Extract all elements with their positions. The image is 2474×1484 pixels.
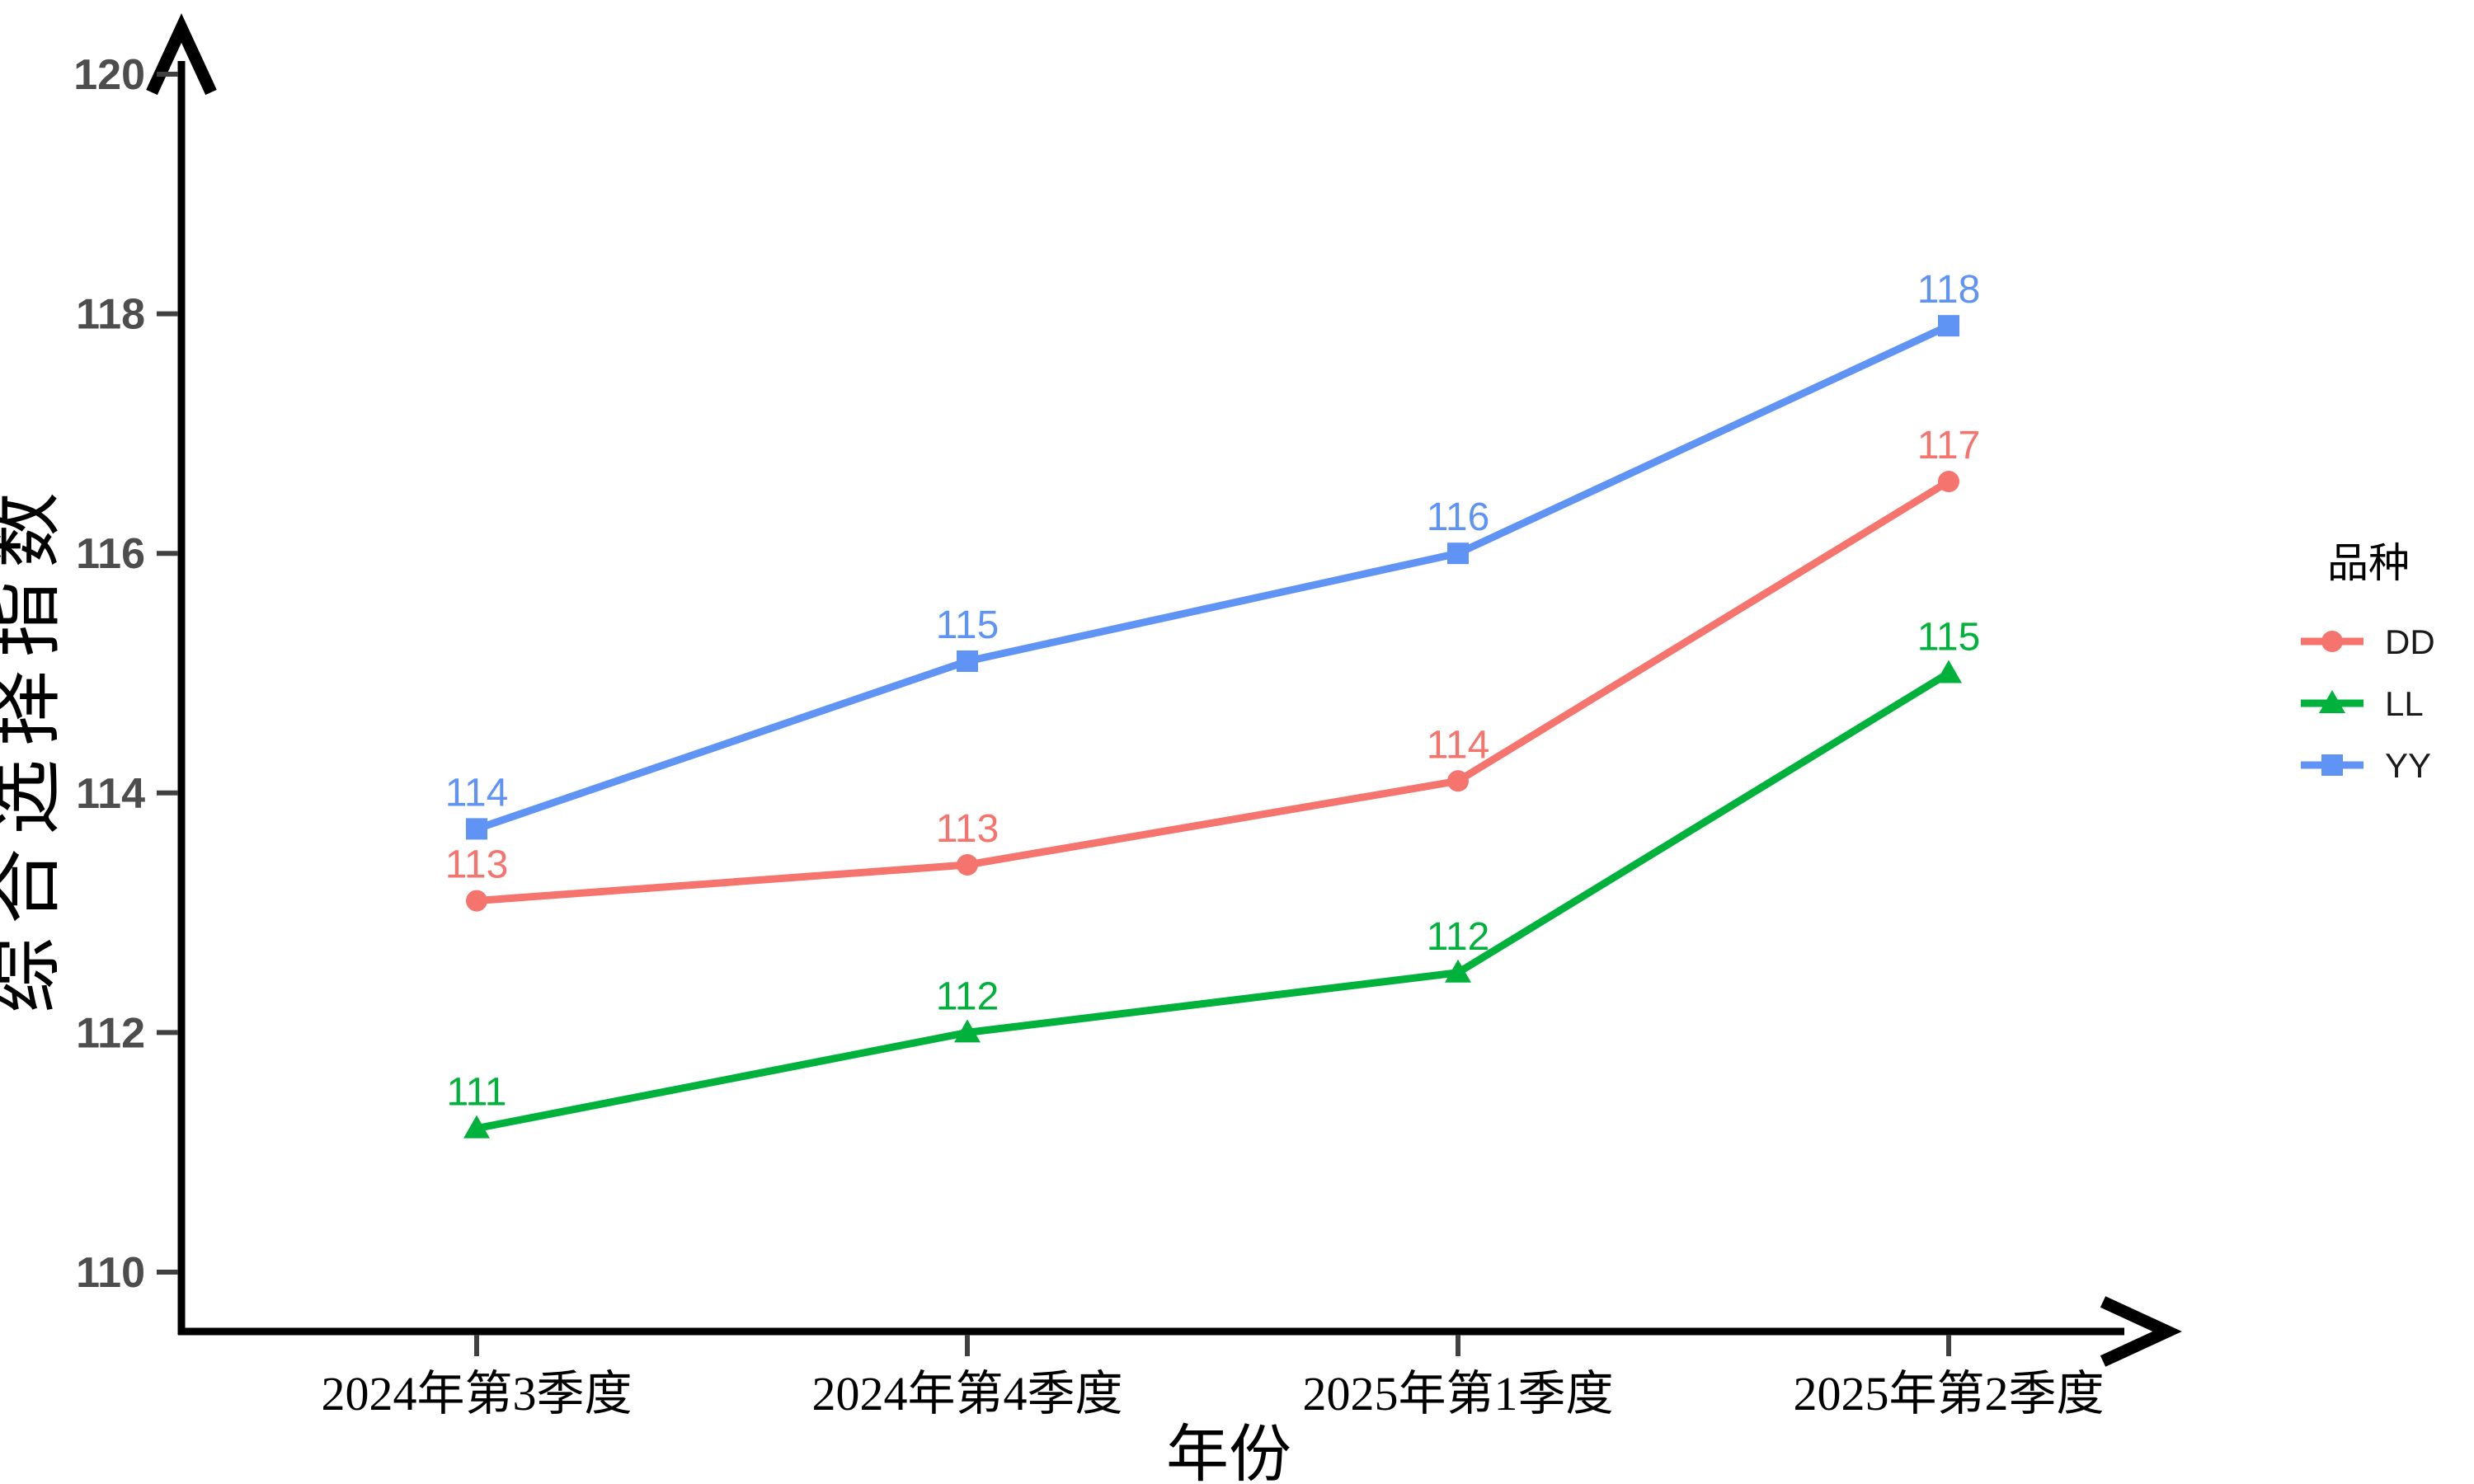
data-label-ll-3: 112	[1427, 915, 1490, 959]
legend-label-yy: YY	[2385, 746, 2431, 785]
data-label-yy-3: 116	[1427, 495, 1490, 539]
series-line-yy	[475, 322, 1950, 833]
legend-label-dd: DD	[2385, 622, 2435, 661]
data-point-yy-4	[1938, 315, 1959, 337]
y-axis-tick-label: 114	[76, 770, 145, 818]
data-label-yy-4: 118	[1917, 268, 1981, 312]
data-label-dd-4: 117	[1917, 424, 1981, 467]
legend-label-ll: LL	[2385, 684, 2424, 723]
data-label-dd-1: 113	[445, 843, 509, 887]
y-axis-tick-label: 110	[76, 1249, 145, 1297]
series-line-ll	[476, 669, 1951, 1133]
data-label-ll-1: 111	[447, 1071, 507, 1115]
data-point-ll-1	[463, 1115, 490, 1139]
data-point-ll-2	[954, 1019, 981, 1043]
legend-key-square-icon	[2321, 754, 2343, 776]
data-point-dd-2	[957, 853, 978, 876]
x-axis-tick-label: 2025年第2季度	[1793, 1367, 2104, 1421]
x-axis-title: 年份	[1166, 1421, 1291, 1484]
y-axis-arrow-icon	[146, 13, 217, 96]
data-point-ll-3	[1445, 959, 1471, 983]
x-axis-arrow-icon	[2100, 1296, 2182, 1367]
y-axis-tick-label: 112	[76, 1009, 145, 1057]
data-point-yy-2	[957, 650, 978, 672]
data-point-yy-3	[1447, 542, 1469, 565]
data-point-yy-1	[466, 818, 487, 840]
legend-key-circle-icon	[2321, 631, 2343, 652]
x-axis-tick-label: 2024年第4季度	[811, 1367, 1122, 1421]
data-point-ll-4	[1935, 660, 1962, 683]
data-point-dd-3	[1447, 770, 1469, 792]
legend-key-triangle-icon	[2319, 690, 2345, 713]
y-axis-tick-label: 116	[76, 530, 145, 578]
series-line-dd	[476, 478, 1951, 905]
y-axis-tick-label: 118	[76, 291, 145, 339]
y-axis-tick-label: 120	[73, 51, 145, 99]
data-label-yy-1: 114	[445, 771, 509, 815]
x-axis-tick-label: 2024年第3季度	[321, 1367, 632, 1421]
data-label-dd-3: 114	[1427, 723, 1490, 767]
legend-title: 品种	[2327, 540, 2410, 586]
data-label-ll-4: 115	[1917, 616, 1981, 660]
data-label-ll-2: 112	[936, 974, 999, 1018]
x-axis-tick-label: 2025年第1季度	[1302, 1367, 1613, 1421]
y-axis-title: 综合选择指数	[0, 479, 68, 1013]
data-label-yy-2: 115	[936, 603, 999, 647]
data-label-dd-2: 113	[936, 807, 999, 851]
data-point-dd-4	[1938, 471, 1959, 493]
data-point-dd-1	[466, 890, 487, 912]
